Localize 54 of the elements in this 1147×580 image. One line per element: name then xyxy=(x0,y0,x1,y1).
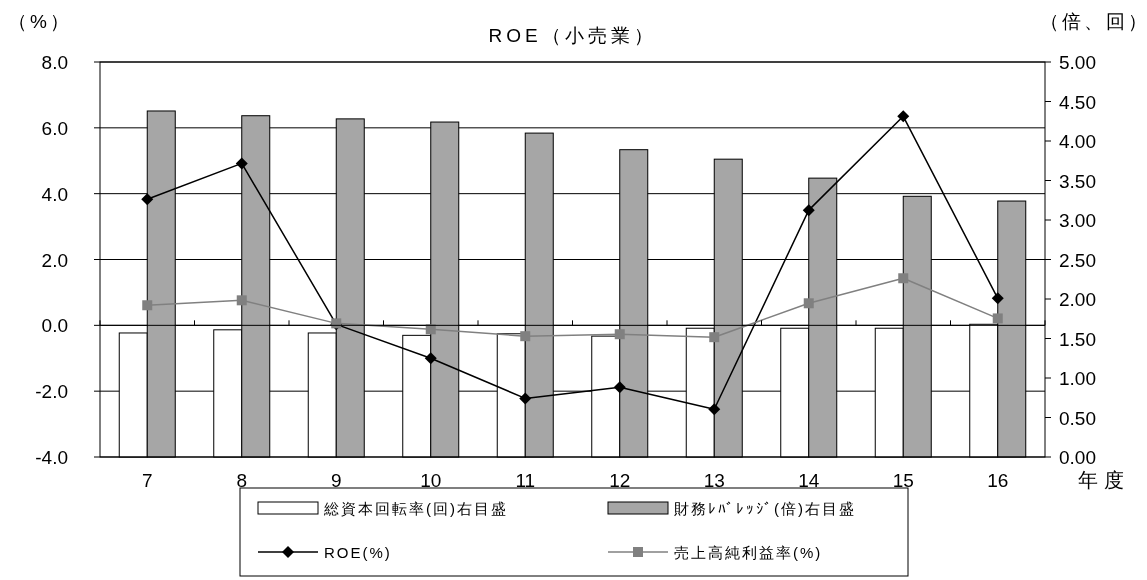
y2-tick-label: 4.50 xyxy=(1059,91,1096,113)
point xyxy=(519,392,532,405)
legend-label: 総資本回転率(回)右目盛 xyxy=(323,500,508,517)
y-tick-label: 6.0 xyxy=(41,117,68,139)
point xyxy=(142,300,153,311)
x-tick-label: 8 xyxy=(236,470,248,491)
x-axis-title: 年度 xyxy=(1078,469,1130,491)
point xyxy=(613,381,626,394)
y-tick-label: -4.0 xyxy=(35,447,68,468)
y2-tick-label: 1.00 xyxy=(1059,368,1096,389)
x-tick-label: 9 xyxy=(330,470,342,491)
point xyxy=(897,110,910,123)
x-tick-label: 16 xyxy=(987,470,1009,491)
x-tick-label: 12 xyxy=(609,470,631,491)
y2-axis-title: （倍、回） xyxy=(1040,11,1147,32)
point xyxy=(708,403,721,416)
x-tick-label: 10 xyxy=(420,470,442,491)
y2-tick-label: 2.00 xyxy=(1059,289,1096,310)
legend-label: 財務ﾚﾊﾞﾚｯｼﾞ(倍)右目盛 xyxy=(674,500,856,517)
point xyxy=(235,157,248,170)
y-axis-title: （%） xyxy=(8,11,72,32)
legend-label: 売上高純利益率(%) xyxy=(674,544,823,561)
y-tick-label: 0.0 xyxy=(41,315,68,337)
y2-tick-label: 3.50 xyxy=(1059,170,1096,192)
point xyxy=(141,193,154,206)
y-tick-label: 8.0 xyxy=(41,52,68,73)
point xyxy=(991,292,1004,305)
point xyxy=(992,313,1003,324)
y-tick-label: -2.0 xyxy=(35,381,68,403)
y-tick-label: 2.0 xyxy=(41,249,68,271)
chart-title: ROE（小売業） xyxy=(488,25,657,46)
x-tick-label: 15 xyxy=(892,470,914,491)
y2-tick-label: 1.50 xyxy=(1059,328,1096,350)
x-tick-label: 14 xyxy=(798,470,820,491)
x-tick-label: 7 xyxy=(141,470,153,491)
y2-tick-label: 3.00 xyxy=(1059,210,1096,231)
y-tick-label: 4.0 xyxy=(41,183,68,205)
point xyxy=(802,204,815,217)
x-tick-label: 11 xyxy=(515,470,536,491)
y2-tick-label: 4.00 xyxy=(1059,131,1096,152)
y2-tick-label: 0.50 xyxy=(1059,407,1096,429)
point xyxy=(614,329,625,340)
y2-tick-label: 2.50 xyxy=(1059,249,1096,271)
x-tick-label: 13 xyxy=(703,470,725,491)
point xyxy=(709,332,720,343)
point xyxy=(898,273,909,284)
point xyxy=(520,331,531,342)
y2-tick-label: 0.00 xyxy=(1059,447,1096,468)
point xyxy=(425,324,436,335)
point xyxy=(424,352,437,365)
point xyxy=(236,295,247,306)
point xyxy=(803,298,814,309)
y2-tick-label: 5.00 xyxy=(1059,52,1096,73)
legend-label: ROE(%) xyxy=(324,544,392,561)
